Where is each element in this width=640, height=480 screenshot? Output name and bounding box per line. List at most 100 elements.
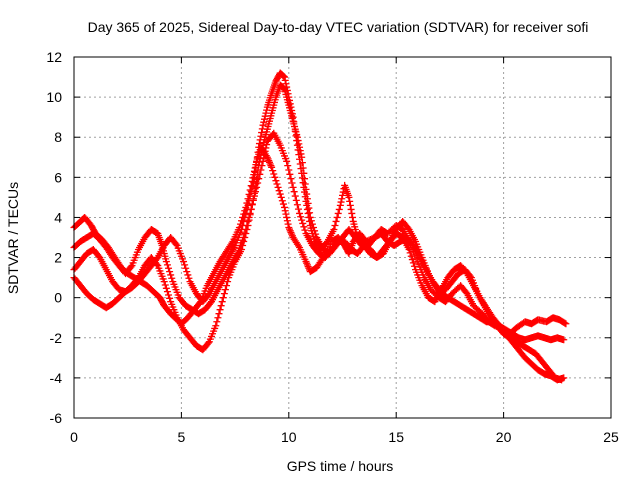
data-point — [334, 209, 342, 217]
x-axis-label: GPS time / hours — [287, 458, 394, 474]
data-point — [281, 203, 289, 211]
data-point — [283, 217, 291, 225]
data-point — [308, 220, 316, 228]
data-point — [267, 162, 275, 170]
data-point — [303, 259, 311, 267]
data-point — [299, 164, 307, 172]
data-point — [312, 230, 320, 238]
data-point — [253, 175, 261, 183]
data-point — [240, 238, 248, 246]
data-point — [406, 249, 414, 257]
data-point — [161, 281, 169, 289]
data-point — [258, 148, 266, 156]
data-point — [255, 140, 263, 148]
data-point — [297, 150, 305, 158]
data-point — [283, 213, 291, 221]
data-point — [204, 339, 212, 347]
series-trace-1 — [70, 143, 570, 338]
data-point — [294, 137, 302, 145]
data-point — [288, 230, 296, 238]
data-point — [305, 204, 313, 212]
data-point — [284, 220, 292, 228]
data-point — [258, 145, 266, 153]
data-point — [287, 175, 295, 183]
data-point — [333, 213, 341, 221]
data-point — [160, 278, 168, 286]
data-point — [274, 183, 282, 191]
data-point — [286, 170, 294, 178]
data-point — [338, 195, 346, 203]
data-point — [303, 261, 311, 269]
y-tick-label: 6 — [54, 169, 62, 185]
axes: 0 5 10 15 20 25 -6 -4 -2 0 2 4 6 8 10 12 — [46, 49, 619, 445]
data-point — [275, 187, 283, 195]
data-point — [300, 169, 308, 177]
data-point — [409, 259, 417, 267]
data-point — [271, 173, 279, 181]
y-tick-label: 10 — [46, 89, 62, 105]
data-point — [265, 157, 273, 165]
x-tick-label: 20 — [496, 429, 512, 445]
data-point — [294, 242, 302, 250]
y-tick-label: 4 — [54, 209, 62, 225]
data-point — [127, 263, 135, 271]
data-point — [245, 197, 253, 205]
data-series — [70, 69, 570, 384]
data-point — [153, 260, 161, 268]
data-point — [301, 175, 309, 183]
x-tick-label: 5 — [178, 429, 186, 445]
data-point — [165, 264, 173, 272]
data-point — [300, 223, 308, 231]
data-point — [223, 282, 231, 290]
x-tick-label: 25 — [603, 429, 619, 445]
data-point — [250, 189, 258, 197]
data-point — [281, 207, 289, 215]
data-point — [257, 132, 265, 140]
data-point — [561, 319, 569, 327]
data-point — [285, 166, 293, 174]
data-point — [216, 306, 224, 314]
data-point — [304, 199, 312, 207]
data-point — [185, 274, 193, 282]
data-point — [258, 129, 266, 137]
data-point — [162, 284, 170, 292]
data-point — [335, 205, 343, 213]
data-point — [286, 227, 294, 235]
data-point — [243, 225, 251, 233]
data-point — [278, 197, 286, 205]
chart-title: Day 365 of 2025, Sidereal Day-to-day VTE… — [88, 19, 589, 35]
data-point — [257, 151, 265, 159]
data-point — [167, 271, 175, 279]
data-point — [264, 155, 272, 163]
x-tick-label: 10 — [281, 429, 297, 445]
y-tick-label: -4 — [50, 370, 63, 386]
data-point — [239, 242, 247, 250]
data-point — [213, 318, 221, 326]
data-point — [331, 221, 339, 229]
data-point — [307, 217, 315, 225]
data-point — [560, 336, 568, 344]
data-point — [298, 159, 306, 167]
data-point — [294, 205, 302, 213]
data-point — [253, 171, 261, 179]
data-point — [336, 201, 344, 209]
data-point — [306, 209, 314, 217]
data-point — [241, 213, 249, 221]
data-point — [240, 217, 248, 225]
data-point — [298, 216, 306, 224]
data-point — [270, 170, 278, 178]
data-point — [220, 290, 228, 298]
data-point — [272, 177, 280, 185]
y-tick-label: 12 — [46, 49, 62, 65]
data-point — [348, 209, 356, 217]
data-point — [293, 133, 301, 141]
data-point — [254, 166, 262, 174]
data-point — [266, 160, 274, 168]
data-point — [246, 211, 254, 219]
data-point — [408, 256, 416, 264]
data-point — [163, 288, 171, 296]
data-point — [337, 198, 345, 206]
x-tick-label: 0 — [70, 429, 78, 445]
data-point — [296, 147, 304, 155]
